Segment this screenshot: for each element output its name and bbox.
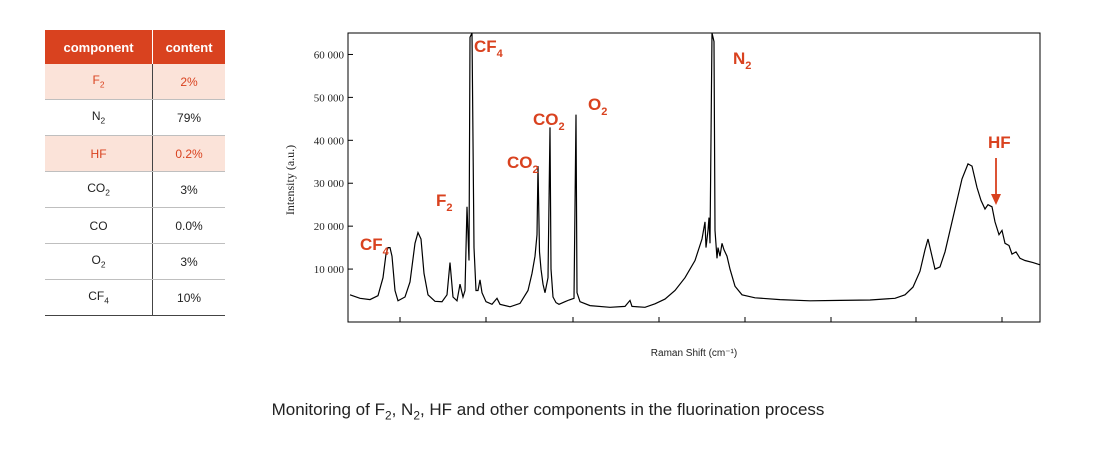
peak-label: N2 xyxy=(733,49,751,72)
component-subscript: 4 xyxy=(104,295,109,306)
peak-label-subscript: 2 xyxy=(745,60,751,72)
component-subscript: 2 xyxy=(100,115,106,126)
component-table: component content F2 2% N2 79% HF 0.2% CO2 3% CO… xyxy=(45,30,225,316)
peak-label-name: O xyxy=(588,95,601,114)
content-cell: 79% xyxy=(152,99,225,136)
table-row: O2 3% xyxy=(45,243,225,280)
y-tick-label: 20 000 xyxy=(314,221,345,233)
plot-frame xyxy=(347,32,1041,323)
peak-label-subscript: 4 xyxy=(383,246,390,258)
peak-label-subscript: 2 xyxy=(559,121,565,133)
peak-label-name: CF xyxy=(360,235,383,254)
content-cell: 3% xyxy=(152,243,225,280)
x-axis-label: Raman Shift (cm⁻¹) xyxy=(651,348,737,359)
component-name: CO xyxy=(87,181,106,196)
component-subscript: 2 xyxy=(100,259,106,270)
content-cell: 10% xyxy=(152,279,225,316)
y-tick-label: 10 000 xyxy=(314,264,345,276)
peak-label-name: CF xyxy=(474,37,497,56)
peak-label: CF4 xyxy=(474,37,504,60)
content-cell: 3% xyxy=(152,171,225,208)
caption-sub-2: 2 xyxy=(413,408,420,423)
caption-mid: , N xyxy=(391,400,414,419)
spectrum-line xyxy=(349,32,1041,308)
peak-label-name: N xyxy=(733,49,745,68)
component-cell: CO2 xyxy=(45,171,153,208)
component-name: O xyxy=(91,253,101,268)
hf-arrow xyxy=(991,158,1001,205)
component-cell: CF4 xyxy=(45,279,153,316)
peak-label-subscript: 2 xyxy=(601,106,607,118)
peak-label: CO2 xyxy=(507,153,539,176)
component-name: HF xyxy=(90,146,107,161)
caption-prefix: Monitoring of F xyxy=(271,400,385,419)
component-name: CO xyxy=(89,218,108,233)
component-name: CF xyxy=(88,289,105,304)
table-row: CF4 10% xyxy=(45,279,225,316)
component-cell: HF xyxy=(45,135,153,172)
x-axis-ticks xyxy=(399,317,1003,322)
peak-label-name: CO xyxy=(533,110,559,129)
y-tick-label: 50 000 xyxy=(314,92,345,104)
component-name: F xyxy=(92,73,100,88)
peak-label-subscript: 2 xyxy=(533,164,539,176)
y-tick-label: 40 000 xyxy=(314,135,345,147)
y-axis: 10 000 20 000 30 000 40 000 50 000 60 000 xyxy=(314,49,353,276)
y-axis-label: Intensity (a.u.) xyxy=(283,145,297,215)
component-subscript: 2 xyxy=(105,187,110,198)
peak-label: CF4 xyxy=(360,235,390,258)
table-row: CO 0.0% xyxy=(45,207,225,244)
table-row: HF 0.2% xyxy=(45,135,225,172)
peak-label-subscript: 4 xyxy=(497,48,504,60)
component-name: N xyxy=(91,109,101,124)
peak-label: F2 xyxy=(436,191,453,214)
component-cell: N2 xyxy=(45,99,153,136)
content-cell: 0.0% xyxy=(152,207,225,244)
component-cell: CO xyxy=(45,207,153,244)
table-body: F2 2% N2 79% HF 0.2% CO2 3% CO 0.0% O2 3% CF4 10% xyxy=(45,64,225,316)
header-content: content xyxy=(152,30,225,64)
table-row: N2 79% xyxy=(45,99,225,136)
peak-label-subscript: 2 xyxy=(446,202,452,214)
peak-label: CO2 xyxy=(533,110,565,133)
figure-caption: Monitoring of F2, N2, HF and other compo… xyxy=(0,400,1096,422)
component-cell: F2 xyxy=(45,64,153,100)
caption-sub-1: 2 xyxy=(384,408,392,423)
peak-label-name: CO xyxy=(507,153,533,172)
content-cell: 0.2% xyxy=(152,135,225,172)
content-cell: 2% xyxy=(152,64,225,100)
y-tick-label: 30 000 xyxy=(314,178,345,190)
component-subscript: 2 xyxy=(99,79,105,90)
caption-suffix: , HF and other components in the fluorin… xyxy=(419,400,825,419)
table-row: F2 2% xyxy=(45,64,225,100)
y-tick-label: 60 000 xyxy=(314,49,345,61)
peak-label: O2 xyxy=(588,95,607,118)
peak-label: HF xyxy=(988,133,1011,152)
header-component: component xyxy=(45,30,153,64)
component-cell: O2 xyxy=(45,243,153,280)
table-header-row: component content xyxy=(45,30,225,64)
table-row: CO2 3% xyxy=(45,171,225,208)
peak-label-name: HF xyxy=(988,133,1011,152)
peak-label-name: F xyxy=(436,191,446,210)
